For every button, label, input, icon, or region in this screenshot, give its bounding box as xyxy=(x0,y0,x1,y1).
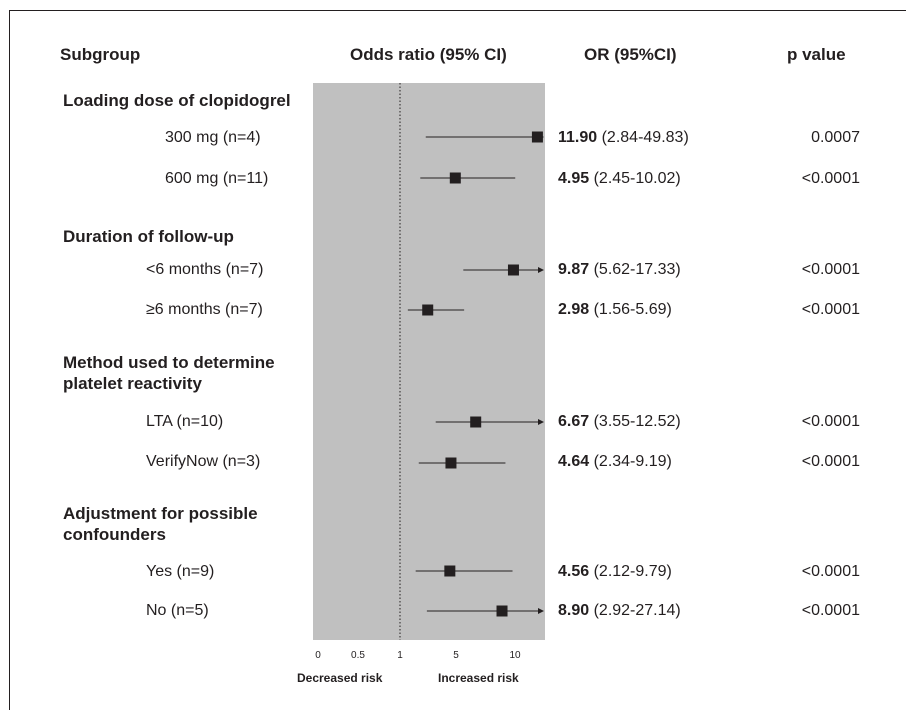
row-label: ≥6 months (n=7) xyxy=(146,301,263,318)
x-tick-label: 0 xyxy=(315,650,321,661)
p-value: <0.0001 xyxy=(801,563,860,580)
x-tick-label: 1 xyxy=(397,650,403,661)
plot-background xyxy=(313,83,545,640)
row-label: Yes (n=9) xyxy=(146,563,215,580)
row-label: VerifyNow (n=3) xyxy=(146,453,261,470)
ci-arrow xyxy=(538,419,544,425)
figure-frame xyxy=(9,10,906,710)
p-value: <0.0001 xyxy=(801,602,860,619)
header-p-value: p value xyxy=(787,45,846,64)
decreased-risk-label: Decreased risk xyxy=(297,671,383,685)
p-value: <0.0001 xyxy=(801,413,860,430)
row-label: 300 mg (n=4) xyxy=(165,129,261,146)
row-label: No (n=5) xyxy=(146,602,209,619)
point-estimate-marker xyxy=(531,131,543,143)
or-ci-value: 2.98 (1.56-5.69) xyxy=(558,301,672,318)
point-estimate-marker xyxy=(422,304,434,316)
point-estimate-marker xyxy=(496,605,508,617)
forest-plot xyxy=(313,83,545,640)
p-value: <0.0001 xyxy=(801,453,860,470)
group-title-method: Method used to determine platelet reacti… xyxy=(63,353,275,393)
or-ci-value: 4.95 (2.45-10.02) xyxy=(558,170,681,187)
point-estimate-marker xyxy=(470,416,482,428)
p-value: <0.0001 xyxy=(801,170,860,187)
p-value: 0.0007 xyxy=(811,129,860,146)
ci-arrow xyxy=(538,267,544,273)
row-label: <6 months (n=7) xyxy=(146,261,264,278)
row-label: LTA (n=10) xyxy=(146,413,224,430)
or-ci-value: 9.87 (5.62-17.33) xyxy=(558,261,681,278)
or-ci-value: 4.64 (2.34-9.19) xyxy=(558,453,672,470)
group-title-loading-dose: Loading dose of clopidogrel xyxy=(63,91,291,110)
header-subgroup: Subgroup xyxy=(60,45,141,64)
point-estimate-marker xyxy=(507,264,519,276)
point-estimate-marker xyxy=(445,457,457,469)
header-odds-ratio: Odds ratio (95% CI) xyxy=(350,45,507,64)
header-or-ci: OR (95%CI) xyxy=(584,45,677,64)
group-title-duration: Duration of follow-up xyxy=(63,227,234,246)
or-ci-value: 8.90 (2.92-27.14) xyxy=(558,602,681,619)
x-tick-label: 5 xyxy=(453,650,459,661)
point-estimate-marker xyxy=(449,172,461,184)
p-value: <0.0001 xyxy=(801,261,860,278)
group-title-adjustment: Adjustment for possible confounders xyxy=(63,504,258,544)
x-tick-label: 10 xyxy=(509,650,521,661)
or-ci-value: 6.67 (3.55-12.52) xyxy=(558,413,681,430)
or-ci-value: 4.56 (2.12-9.79) xyxy=(558,563,672,580)
increased-risk-label: Increased risk xyxy=(438,671,519,685)
or-ci-value: 11.90 (2.84-49.83) xyxy=(558,129,689,146)
point-estimate-marker xyxy=(444,565,456,577)
p-value: <0.0001 xyxy=(801,301,860,318)
row-label: 600 mg (n=11) xyxy=(165,170,269,187)
ci-arrow xyxy=(538,608,544,614)
x-tick-label: 0.5 xyxy=(351,650,365,661)
